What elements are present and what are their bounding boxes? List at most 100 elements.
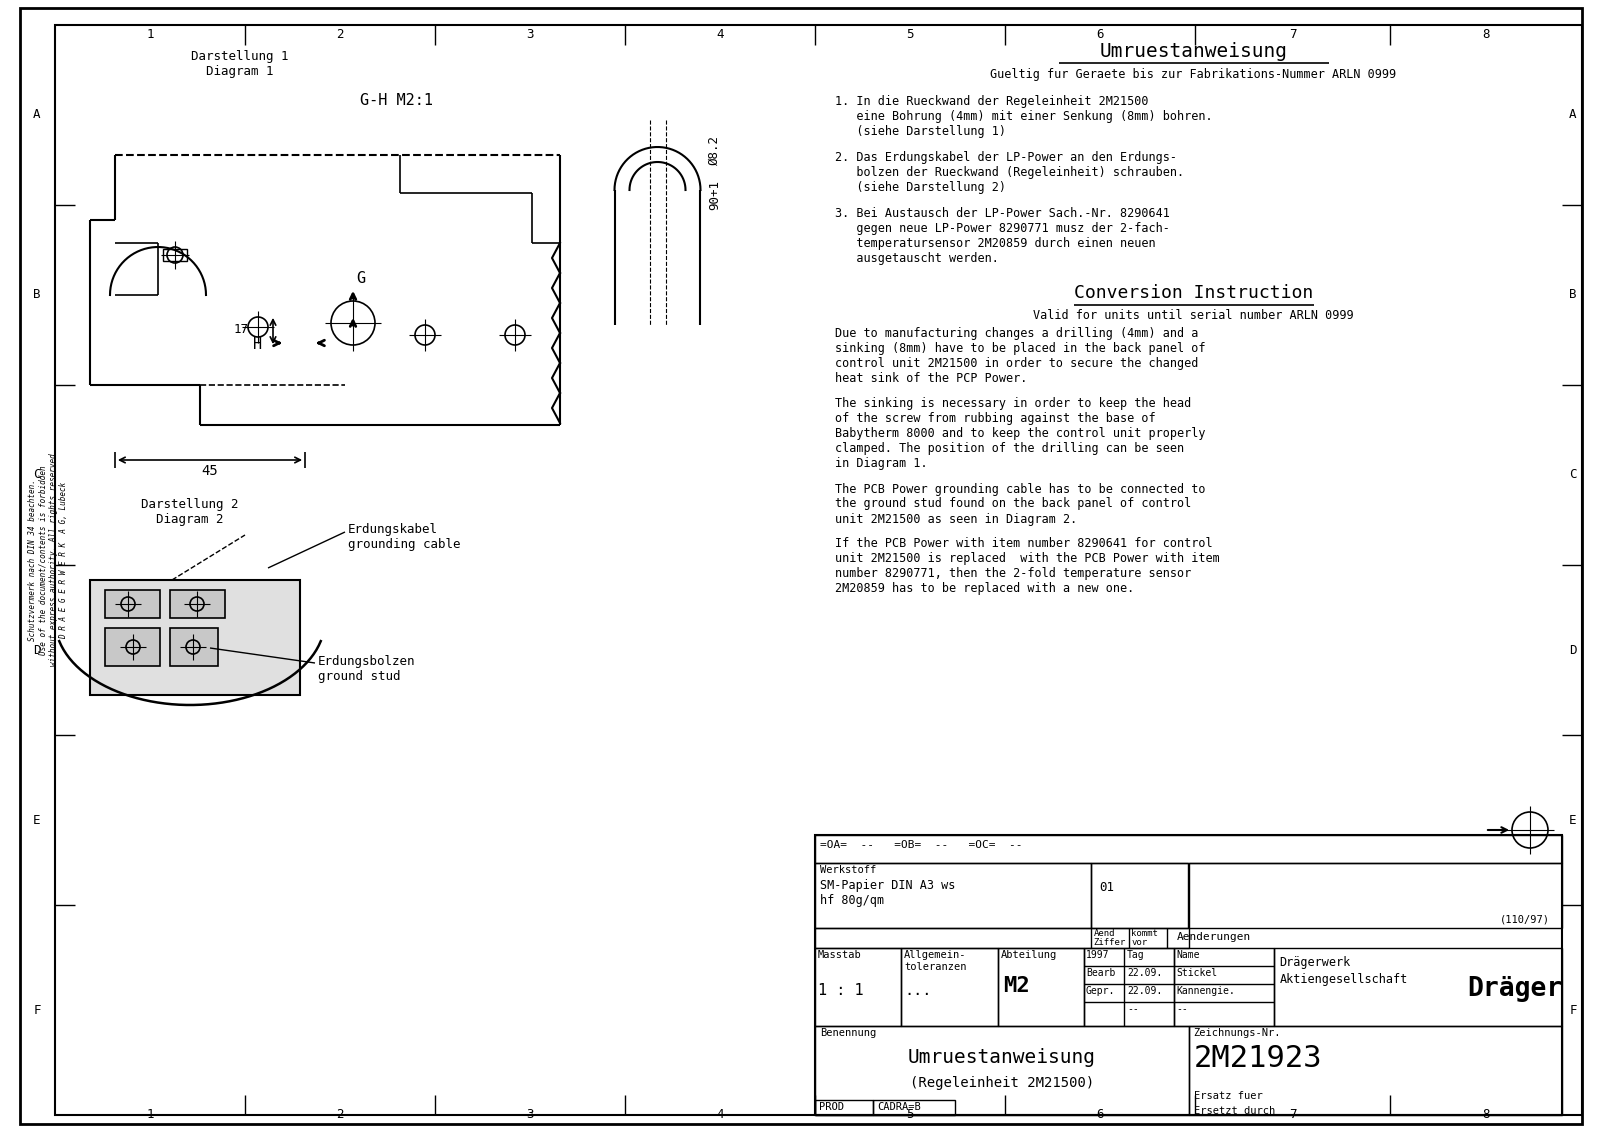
Text: 17: 17	[234, 323, 250, 336]
Text: 1997: 1997	[1086, 950, 1109, 960]
Text: Aktiengesellschaft: Aktiengesellschaft	[1280, 974, 1408, 986]
Text: 22.09.: 22.09.	[1126, 968, 1162, 978]
Text: 7: 7	[1288, 28, 1296, 41]
Text: Stickel: Stickel	[1176, 968, 1218, 978]
Text: 2M21923: 2M21923	[1194, 1044, 1322, 1073]
Text: 4: 4	[717, 1108, 723, 1121]
Text: SM-Papier DIN A3 ws
hf 80g/qm: SM-Papier DIN A3 ws hf 80g/qm	[819, 880, 955, 907]
Text: A: A	[34, 109, 40, 121]
Bar	[1189, 1026, 1562, 1115]
Text: E: E	[34, 814, 40, 826]
Text: vor: vor	[1131, 938, 1147, 947]
Bar	[814, 947, 901, 1026]
Text: E: E	[1570, 814, 1576, 826]
Text: 90+1: 90+1	[707, 180, 722, 211]
Text: F: F	[1570, 1003, 1576, 1017]
Text: 8: 8	[1482, 28, 1490, 41]
Text: Erdungskabel
grounding cable: Erdungskabel grounding cable	[349, 523, 461, 551]
Text: Abteilung: Abteilung	[1002, 950, 1058, 960]
Bar	[814, 1026, 1189, 1115]
Text: M2: M2	[1003, 976, 1030, 996]
Text: G-H M2:1: G-H M2:1	[360, 93, 434, 108]
Text: Drägerwerk: Drägerwerk	[1280, 957, 1350, 969]
Text: Schutzvermerk nach DIN 34 beachten.
Use of the document/contents is forbidden
wi: Schutzvermerk nach DIN 34 beachten. Use …	[27, 454, 69, 667]
Text: B: B	[1570, 289, 1576, 301]
Bar	[106, 628, 160, 666]
Text: Aend: Aend	[1093, 929, 1115, 938]
Text: 8: 8	[1482, 1108, 1490, 1121]
Bar	[814, 1100, 874, 1115]
Bar	[874, 1100, 955, 1115]
Text: Kannengie.: Kannengie.	[1176, 986, 1235, 996]
Text: PROD: PROD	[819, 1101, 845, 1112]
Text: 1. In die Rueckwand der Regeleinheit 2M21500
   eine Bohrung (4mm) mit einer Sen: 1. In die Rueckwand der Regeleinheit 2M2…	[835, 95, 1213, 138]
Text: 6: 6	[1096, 1108, 1104, 1121]
Text: 3: 3	[526, 1108, 534, 1121]
Bar	[901, 947, 998, 1026]
Text: 7: 7	[1288, 1108, 1296, 1121]
Text: Werkstoff: Werkstoff	[819, 865, 877, 875]
Text: Aenderungen: Aenderungen	[1176, 932, 1251, 942]
Bar	[814, 835, 1562, 1115]
Text: Ersatz fuer: Ersatz fuer	[1194, 1091, 1262, 1101]
Text: Ø8.2: Ø8.2	[707, 135, 722, 165]
Text: 1: 1	[146, 1108, 154, 1121]
Bar	[1189, 863, 1562, 928]
Text: Valid for units until serial number ARLN 0999: Valid for units until serial number ARLN…	[1034, 309, 1354, 321]
Text: If the PCB Power with item number 8290641 for control
unit 2M21500 is replaced  : If the PCB Power with item number 829064…	[835, 537, 1219, 595]
Bar	[163, 249, 187, 261]
Bar	[998, 947, 1083, 1026]
Text: Allgemein-
toleranzen: Allgemein- toleranzen	[904, 950, 966, 971]
Text: 2: 2	[336, 28, 344, 41]
Text: Darstellung 2
Diagram 2: Darstellung 2 Diagram 2	[141, 498, 238, 526]
Bar	[814, 928, 1189, 947]
Text: Dräger: Dräger	[1467, 976, 1562, 1002]
Text: B: B	[34, 289, 40, 301]
Text: Ersetzt durch: Ersetzt durch	[1194, 1106, 1275, 1116]
Text: 1 : 1: 1 : 1	[818, 983, 864, 998]
Bar	[170, 628, 218, 666]
Text: C: C	[34, 469, 40, 481]
Text: 4: 4	[717, 28, 723, 41]
Bar	[1173, 947, 1275, 1026]
Text: G: G	[355, 271, 365, 286]
Text: (110/97): (110/97)	[1501, 914, 1550, 924]
Text: D: D	[1570, 643, 1576, 657]
Text: D: D	[34, 643, 40, 657]
Text: 5: 5	[906, 28, 914, 41]
Text: Umruestanweisung: Umruestanweisung	[907, 1048, 1096, 1067]
Text: kommt: kommt	[1131, 929, 1158, 938]
Bar	[814, 835, 1562, 863]
Text: Masstab: Masstab	[818, 950, 862, 960]
Text: Name: Name	[1176, 950, 1200, 960]
Bar	[90, 580, 301, 695]
Text: 5: 5	[906, 1108, 914, 1121]
Text: Darstellung 1
Diagram 1: Darstellung 1 Diagram 1	[192, 50, 288, 78]
Bar	[1083, 947, 1173, 1026]
Text: Umruestanweisung: Umruestanweisung	[1099, 42, 1288, 61]
Text: 3: 3	[526, 28, 534, 41]
Text: C: C	[1570, 469, 1576, 481]
Bar	[1091, 863, 1189, 928]
Text: ...: ...	[904, 983, 931, 998]
Text: =OA=  --   =OB=  --   =OC=  --: =OA= -- =OB= -- =OC= --	[819, 840, 1022, 850]
Text: --: --	[1126, 1004, 1139, 1014]
Text: A: A	[1570, 109, 1576, 121]
Text: The PCB Power grounding cable has to be connected to
the ground stud found on th: The PCB Power grounding cable has to be …	[835, 482, 1205, 525]
Text: Ziffer: Ziffer	[1093, 938, 1126, 947]
Bar	[106, 590, 160, 618]
Text: (Regeleinheit 2M21500): (Regeleinheit 2M21500)	[910, 1077, 1094, 1090]
Text: Zeichnungs-Nr.: Zeichnungs-Nr.	[1194, 1028, 1282, 1038]
Text: 45: 45	[202, 464, 218, 478]
Text: 2. Das Erdungskabel der LP-Power an den Erdungs-
   bolzen der Rueckwand (Regele: 2. Das Erdungskabel der LP-Power an den …	[835, 151, 1184, 194]
Text: 3. Bei Austausch der LP-Power Sach.-Nr. 8290641
   gegen neue LP-Power 8290771 m: 3. Bei Austausch der LP-Power Sach.-Nr. …	[835, 207, 1170, 265]
Text: 01: 01	[1099, 881, 1114, 894]
Text: Benennung: Benennung	[819, 1028, 877, 1038]
Text: Bearb: Bearb	[1086, 968, 1115, 978]
Text: --: --	[1176, 1004, 1189, 1014]
Text: Erdungsbolzen
ground stud: Erdungsbolzen ground stud	[318, 655, 416, 683]
Text: The sinking is necessary in order to keep the head
of the screw from rubbing aga: The sinking is necessary in order to kee…	[835, 397, 1205, 470]
Bar	[1275, 947, 1562, 1026]
Text: H: H	[253, 337, 262, 352]
Text: 6: 6	[1096, 28, 1104, 41]
